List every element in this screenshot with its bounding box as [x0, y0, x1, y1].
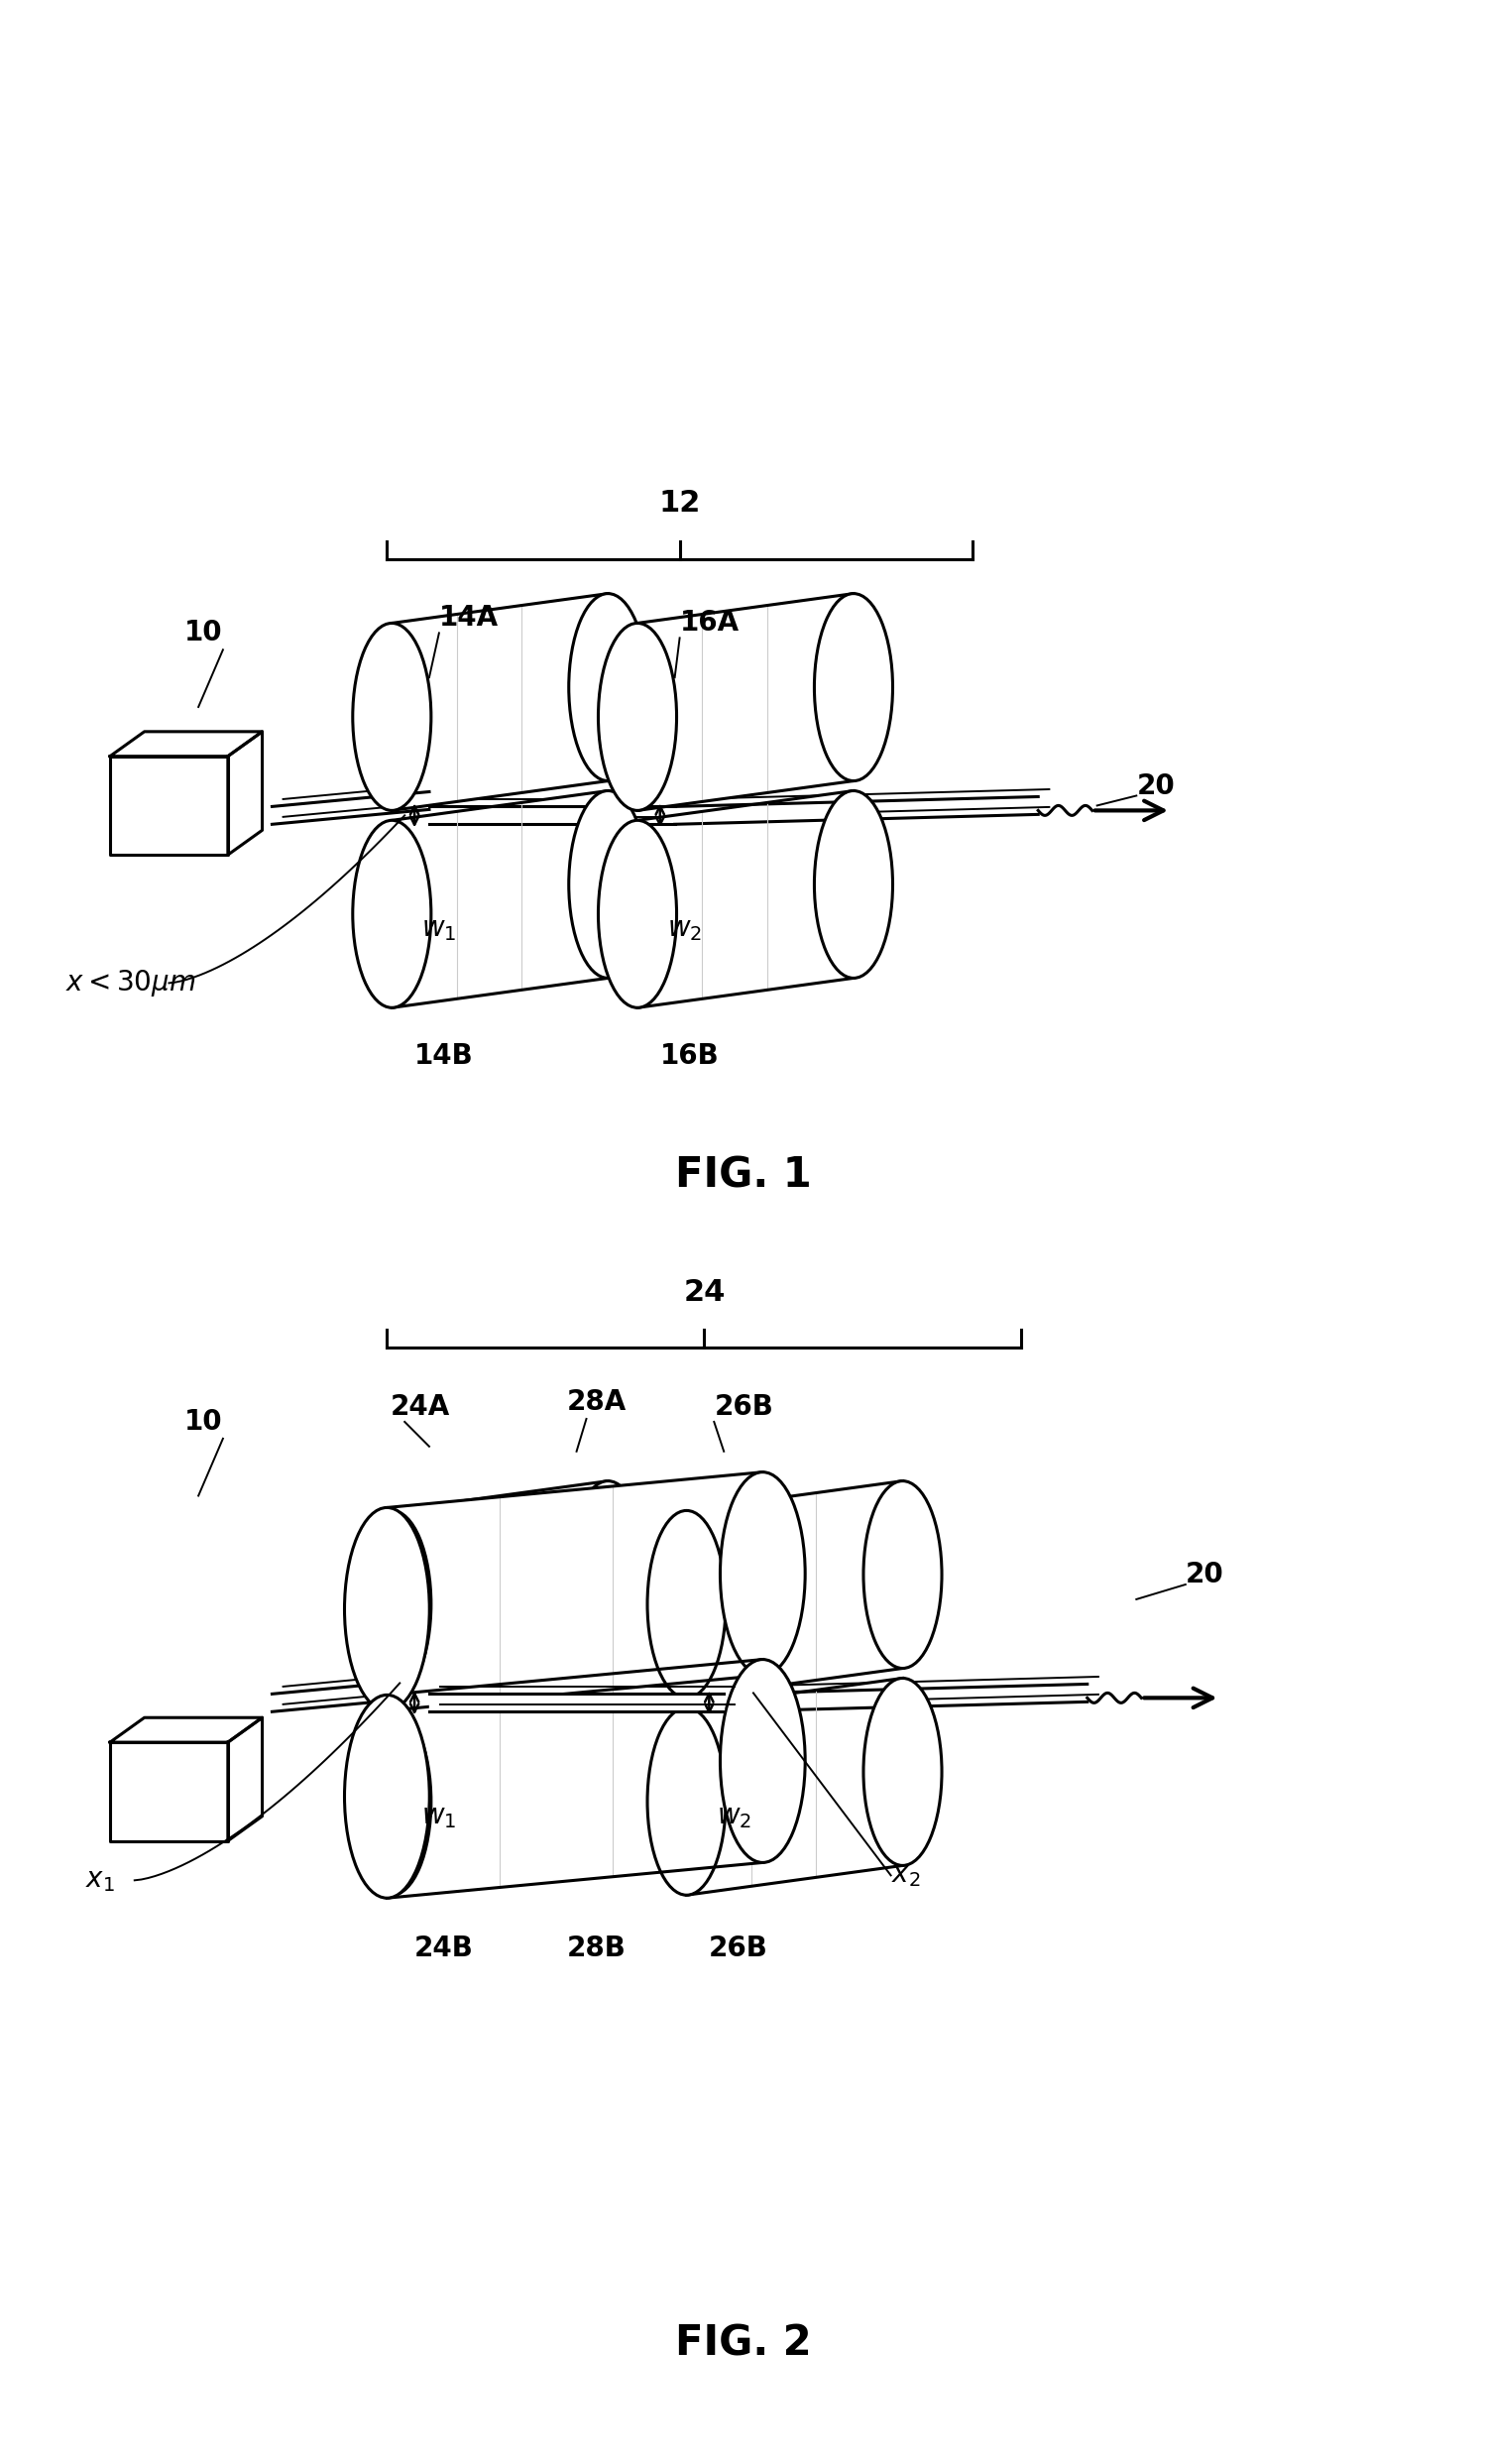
Polygon shape — [110, 732, 262, 756]
Polygon shape — [228, 1717, 262, 1841]
Ellipse shape — [598, 623, 677, 811]
Text: 10: 10 — [185, 618, 223, 648]
Polygon shape — [686, 1678, 903, 1895]
Text: 20: 20 — [1137, 771, 1176, 801]
Polygon shape — [110, 756, 228, 855]
Ellipse shape — [814, 791, 893, 978]
Text: 16B: 16B — [659, 1042, 719, 1069]
Ellipse shape — [598, 821, 677, 1008]
Text: FIG. 2: FIG. 2 — [676, 2324, 812, 2365]
Polygon shape — [686, 1481, 903, 1698]
Polygon shape — [272, 1678, 429, 1712]
Text: $w_1$: $w_1$ — [421, 1801, 457, 1831]
Ellipse shape — [814, 594, 893, 781]
Ellipse shape — [353, 623, 432, 811]
Text: 24A: 24A — [390, 1392, 449, 1422]
Polygon shape — [272, 791, 429, 825]
Polygon shape — [391, 791, 609, 1008]
Ellipse shape — [568, 791, 647, 978]
Polygon shape — [391, 594, 609, 811]
Text: 24B: 24B — [414, 1934, 473, 1961]
Text: 12: 12 — [659, 488, 701, 517]
Ellipse shape — [353, 1708, 432, 1895]
Text: FIG. 1: FIG. 1 — [676, 1156, 812, 1195]
Ellipse shape — [353, 821, 432, 1008]
Text: 16A: 16A — [680, 609, 740, 638]
Text: 20: 20 — [1186, 1560, 1225, 1589]
Ellipse shape — [863, 1481, 942, 1668]
Text: $x_1$: $x_1$ — [85, 1865, 115, 1895]
Ellipse shape — [647, 1510, 726, 1698]
Polygon shape — [387, 1471, 763, 1710]
Ellipse shape — [345, 1508, 430, 1710]
Ellipse shape — [345, 1695, 430, 1897]
Ellipse shape — [647, 1708, 726, 1895]
Polygon shape — [110, 1742, 228, 1841]
Ellipse shape — [568, 1481, 647, 1668]
Text: $w_2$: $w_2$ — [667, 914, 702, 944]
Text: $x < 30\mu m$: $x < 30\mu m$ — [65, 968, 196, 998]
Text: 28B: 28B — [567, 1934, 626, 1961]
Text: $w_2$: $w_2$ — [716, 1801, 751, 1831]
Polygon shape — [228, 732, 262, 855]
Ellipse shape — [353, 1510, 432, 1698]
Polygon shape — [674, 796, 1039, 825]
Polygon shape — [110, 1717, 262, 1742]
Polygon shape — [637, 594, 854, 811]
Polygon shape — [429, 1693, 723, 1712]
Polygon shape — [391, 1481, 609, 1698]
Text: $w_1$: $w_1$ — [421, 914, 457, 944]
Text: 14A: 14A — [439, 604, 498, 633]
Polygon shape — [387, 1658, 763, 1897]
Polygon shape — [429, 806, 674, 825]
Text: 14B: 14B — [414, 1042, 473, 1069]
Ellipse shape — [568, 1678, 647, 1865]
Text: 28A: 28A — [567, 1387, 626, 1417]
Polygon shape — [723, 1683, 1088, 1712]
Text: 24: 24 — [683, 1279, 725, 1306]
Ellipse shape — [720, 1658, 805, 1863]
Text: 10: 10 — [185, 1407, 223, 1437]
Ellipse shape — [863, 1678, 942, 1865]
Ellipse shape — [720, 1471, 805, 1676]
Text: 26B: 26B — [708, 1934, 768, 1961]
Polygon shape — [637, 791, 854, 1008]
Ellipse shape — [568, 594, 647, 781]
Text: $x_2$: $x_2$ — [891, 1860, 920, 1890]
Text: 26B: 26B — [714, 1392, 774, 1422]
Polygon shape — [391, 1678, 609, 1895]
